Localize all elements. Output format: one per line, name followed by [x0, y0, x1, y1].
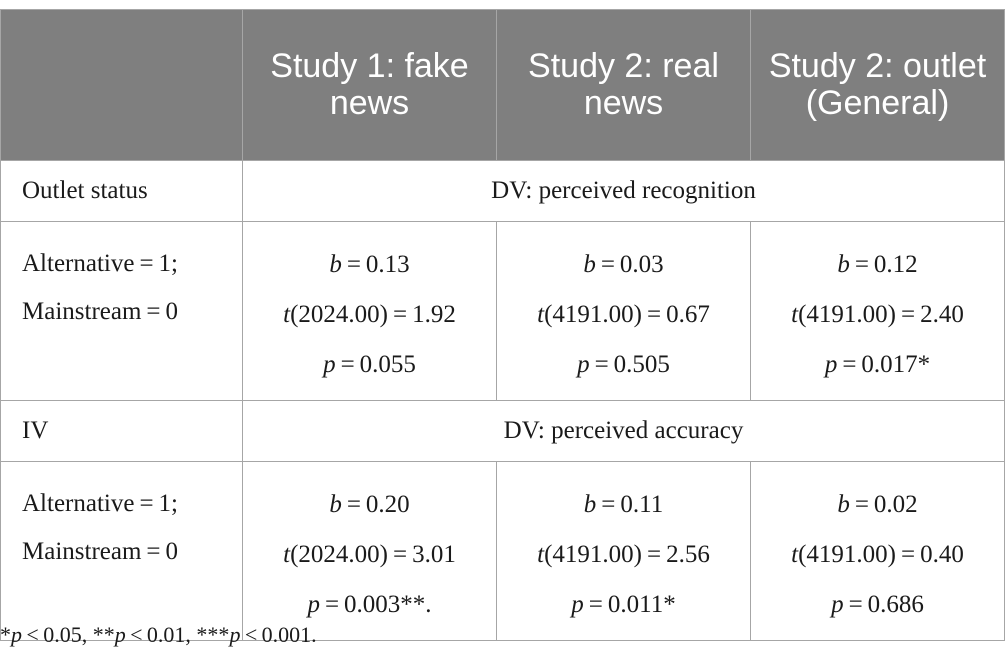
header-study1-fake-news: Study 1: fake news: [242, 9, 497, 161]
stat-cell: b = 0.13 t(2024.00) = 1.92 p = 0.055: [242, 221, 497, 401]
row-label-line2: Mainstream = 0: [22, 538, 179, 565]
p-stat: p = 0.055: [323, 351, 416, 378]
row-label-line1: Alternative = 1;: [22, 490, 179, 517]
row-label-line1: Alternative = 1;: [22, 250, 179, 277]
p-stat: p = 0.011*: [571, 591, 676, 618]
dv-label: DV: perceived accuracy: [242, 400, 1005, 462]
t-stat: t(4191.00) = 2.56: [537, 541, 710, 568]
t-stat: t(4191.00) = 0.40: [791, 541, 964, 568]
header-study2-real-news: Study 2: real news: [496, 9, 751, 161]
row-label: Alternative = 1; Mainstream = 0: [0, 461, 243, 641]
p-stat: p = 0.505: [577, 351, 670, 378]
row-label: Alternative = 1; Mainstream = 0: [0, 221, 243, 401]
t-stat: t(2024.00) = 1.92: [283, 301, 456, 328]
t-stat: t(4191.00) = 0.67: [537, 301, 710, 328]
b-stat: b = 0.11: [583, 491, 664, 518]
dv-label: DV: perceived recognition: [242, 160, 1005, 222]
header-empty: [0, 9, 243, 161]
stat-cell: b = 0.03 t(4191.00) = 0.67 p = 0.505: [496, 221, 751, 401]
header-study2-outlet: Study 2: outlet (General): [750, 9, 1005, 161]
p-stat: p = 0.686: [831, 591, 924, 618]
table-header-row: Study 1: fake news Study 2: real news St…: [0, 9, 1005, 161]
p-stat: p = 0.003**.: [307, 591, 432, 618]
table-row: Alternative = 1; Mainstream = 0 b = 0.13…: [0, 221, 1005, 401]
b-stat: b = 0.13: [329, 251, 410, 278]
b-stat: b = 0.02: [837, 491, 918, 518]
t-stat: t(2024.00) = 3.01: [283, 541, 456, 568]
table-row: Alternative = 1; Mainstream = 0 b = 0.20…: [0, 461, 1005, 641]
stat-cell: b = 0.02 t(4191.00) = 0.40 p = 0.686: [750, 461, 1005, 641]
results-table: Study 1: fake news Study 2: real news St…: [0, 9, 1005, 641]
p-stat: p = 0.017*: [824, 351, 931, 378]
stat-cell: b = 0.11 t(4191.00) = 2.56 p = 0.011*: [496, 461, 751, 641]
t-stat: t(4191.00) = 2.40: [791, 301, 964, 328]
b-stat: b = 0.12: [837, 251, 918, 278]
section-label: IV: [0, 400, 243, 462]
section-row-recognition: Outlet status DV: perceived recognition: [0, 160, 1005, 222]
stat-cell: b = 0.12 t(4191.00) = 2.40 p = 0.017*: [750, 221, 1005, 401]
table-footnote: *p < 0.05, **p < 0.01, ***p < 0.001.: [0, 622, 317, 647]
b-stat: b = 0.20: [329, 491, 410, 518]
section-row-accuracy: IV DV: perceived accuracy: [0, 400, 1005, 462]
section-label: Outlet status: [0, 160, 243, 222]
b-stat: b = 0.03: [583, 251, 664, 278]
row-label-line2: Mainstream = 0: [22, 298, 179, 325]
stat-cell: b = 0.20 t(2024.00) = 3.01 p = 0.003**.: [242, 461, 497, 641]
